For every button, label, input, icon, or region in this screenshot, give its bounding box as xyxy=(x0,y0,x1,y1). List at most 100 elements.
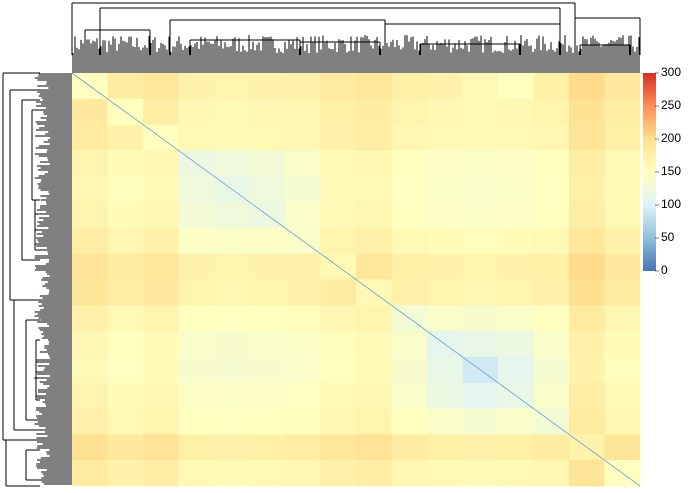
heatmap-cell xyxy=(72,227,108,254)
heatmap-cell xyxy=(285,305,321,332)
heatmap-cell xyxy=(533,279,570,306)
heatmap-cell xyxy=(178,124,215,151)
heatmap-cell xyxy=(533,305,570,332)
heatmap-cell xyxy=(178,460,215,487)
heatmap-cell xyxy=(391,460,428,487)
heatmap-cell xyxy=(533,331,570,358)
heatmap-cell xyxy=(533,202,570,229)
heatmap-cell xyxy=(604,227,641,254)
heatmap-cell xyxy=(569,253,605,280)
heatmap-cell xyxy=(285,408,321,435)
color-bar-label: 200 xyxy=(661,131,681,145)
heatmap-cell xyxy=(498,279,534,306)
heatmap-cell xyxy=(356,382,392,409)
heatmap-cell xyxy=(249,382,286,409)
heatmap-cell xyxy=(320,382,357,409)
heatmap-cell xyxy=(107,124,144,151)
heatmap-cell xyxy=(214,124,250,151)
heatmap-cell xyxy=(72,124,108,151)
heatmap-cell xyxy=(498,227,534,254)
heatmap-cell xyxy=(249,150,286,177)
heatmap-cell xyxy=(427,98,463,125)
heatmap-cell xyxy=(249,434,286,461)
heatmap-cell xyxy=(249,356,286,384)
heatmap-cell xyxy=(498,408,534,435)
heatmap-cell xyxy=(143,150,179,177)
heatmap-cell xyxy=(178,434,215,461)
heatmap-cell xyxy=(533,382,570,409)
heatmap-cell xyxy=(249,124,286,151)
heatmap-cell xyxy=(427,73,463,100)
heatmap-cell xyxy=(178,356,215,384)
color-bar-label: 150 xyxy=(661,164,681,178)
heatmap-cell xyxy=(356,253,392,280)
heatmap-cell xyxy=(72,176,108,203)
heatmap-cell xyxy=(320,434,357,461)
heatmap-cell xyxy=(427,176,463,203)
heatmap-cell xyxy=(72,382,108,409)
heatmap-cell xyxy=(391,202,428,229)
heatmap-cell xyxy=(249,253,286,280)
heatmap-cell xyxy=(178,408,215,435)
heatmap-cell xyxy=(604,356,641,384)
heatmap-cell xyxy=(143,253,179,280)
heatmap-cell xyxy=(214,408,250,435)
heatmap-cell xyxy=(143,279,179,306)
heatmap-cell xyxy=(569,150,605,177)
heatmap-cell xyxy=(356,176,392,203)
heatmap-cell xyxy=(107,408,144,435)
heatmap-cell xyxy=(249,408,286,435)
heatmap-cell xyxy=(178,382,215,409)
heatmap-cell xyxy=(498,356,534,384)
heatmap-cell xyxy=(285,150,321,177)
heatmap-cell xyxy=(72,279,108,306)
heatmap-cell xyxy=(178,202,215,229)
color-bar-label: 300 xyxy=(661,65,681,79)
heatmap-cell xyxy=(249,460,286,487)
heatmap-cell xyxy=(569,124,605,151)
heatmap-cell xyxy=(427,253,463,280)
heatmap-cell xyxy=(72,460,108,487)
heatmap-cell xyxy=(427,227,463,254)
heatmap-cell xyxy=(533,73,570,100)
heatmap-cell xyxy=(178,331,215,358)
heatmap-cell xyxy=(107,382,144,409)
heatmap-cell xyxy=(214,305,250,332)
heatmap-cell xyxy=(498,98,534,125)
heatmap-cell xyxy=(249,279,286,306)
heatmap-cell xyxy=(604,253,641,280)
heatmap-cell xyxy=(604,305,641,332)
heatmap-cell xyxy=(427,305,463,332)
heatmap-cell xyxy=(427,382,463,409)
heatmap-cell xyxy=(533,434,570,461)
heatmap-cell xyxy=(214,460,250,487)
heatmap-cell xyxy=(214,279,250,306)
heatmap-cell xyxy=(107,279,144,306)
heatmap-cell xyxy=(462,279,499,306)
heatmap-cell xyxy=(143,434,179,461)
heatmap-cell xyxy=(569,227,605,254)
heatmap-cell xyxy=(107,150,144,177)
heatmap-cell xyxy=(214,356,250,384)
heatmap-cell xyxy=(285,98,321,125)
heatmap-cell xyxy=(285,279,321,306)
heatmap-cell xyxy=(107,73,144,100)
heatmap-cell xyxy=(391,408,428,435)
heatmap-cell xyxy=(320,98,357,125)
heatmap-cell xyxy=(533,98,570,125)
heatmap-cell xyxy=(462,73,499,100)
heatmap-cell xyxy=(462,253,499,280)
heatmap-cell xyxy=(143,227,179,254)
diagonal xyxy=(71,72,641,487)
heatmap-cell xyxy=(604,98,641,125)
heatmap-cell xyxy=(107,253,144,280)
heatmap-cell xyxy=(498,460,534,487)
heatmap-cell xyxy=(143,305,179,332)
heatmap-cell xyxy=(604,434,641,461)
heatmap-cell xyxy=(214,331,250,358)
heatmap-cell xyxy=(604,124,641,151)
heatmap-cell xyxy=(214,98,250,125)
color-bar xyxy=(643,73,656,271)
heatmap-cell xyxy=(604,150,641,177)
heatmap-cell xyxy=(107,460,144,487)
